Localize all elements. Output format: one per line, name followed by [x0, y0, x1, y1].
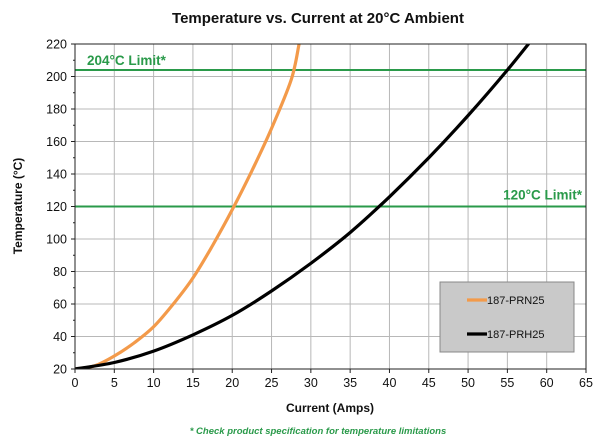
y-tick-label: 100 — [46, 233, 67, 247]
limit-label: 120°C Limit* — [503, 188, 583, 203]
x-tick-label: 45 — [422, 376, 436, 390]
y-axis-label: Temperature (°C) — [11, 158, 25, 255]
y-tick-label: 180 — [46, 103, 67, 117]
legend-label: 187-PRH25 — [487, 329, 544, 341]
y-axis-ticks: 20 40 60 80 100 120 140 160 180 200 220 — [46, 38, 75, 377]
chart-title: Temperature vs. Current at 20°C Ambient — [172, 10, 464, 27]
y-tick-label: 60 — [53, 298, 67, 312]
x-tick-label: 5 — [111, 376, 118, 390]
footnote: * Check product specification for temper… — [190, 426, 447, 437]
limit-label: 204°C Limit* — [87, 53, 167, 68]
y-tick-label: 120 — [46, 200, 67, 214]
x-tick-label: 50 — [461, 376, 475, 390]
y-tick-label: 80 — [53, 265, 67, 279]
x-axis-ticks: 0 5 10 15 20 25 30 35 40 45 50 55 60 65 — [72, 369, 593, 390]
limit-lines: 204°C Limit* 120°C Limit* — [75, 53, 586, 208]
x-tick-label: 10 — [147, 376, 161, 390]
legend-label: 187-PRN25 — [487, 295, 544, 307]
y-tick-label: 20 — [53, 363, 67, 377]
x-tick-label: 60 — [540, 376, 554, 390]
y-tick-label: 200 — [46, 70, 67, 84]
x-tick-label: 0 — [72, 376, 79, 390]
y-tick-label: 140 — [46, 168, 67, 182]
x-tick-label: 20 — [225, 376, 239, 390]
x-tick-label: 65 — [579, 376, 593, 390]
y-tick-label: 160 — [46, 135, 67, 149]
x-tick-label: 55 — [500, 376, 514, 390]
x-tick-label: 40 — [383, 376, 397, 390]
x-tick-label: 25 — [265, 376, 279, 390]
y-tick-label: 220 — [46, 38, 67, 52]
series-line-187-PRH25 — [75, 44, 531, 369]
x-tick-label: 35 — [343, 376, 357, 390]
series-lines — [75, 44, 531, 369]
x-tick-label: 15 — [186, 376, 200, 390]
x-axis-label: Current (Amps) — [286, 401, 374, 415]
x-tick-label: 30 — [304, 376, 318, 390]
series-line-187-PRN25 — [75, 44, 301, 369]
legend-box — [439, 281, 575, 353]
legend: 187-PRN25 187-PRH25 — [439, 281, 575, 353]
y-tick-label: 40 — [53, 330, 67, 344]
